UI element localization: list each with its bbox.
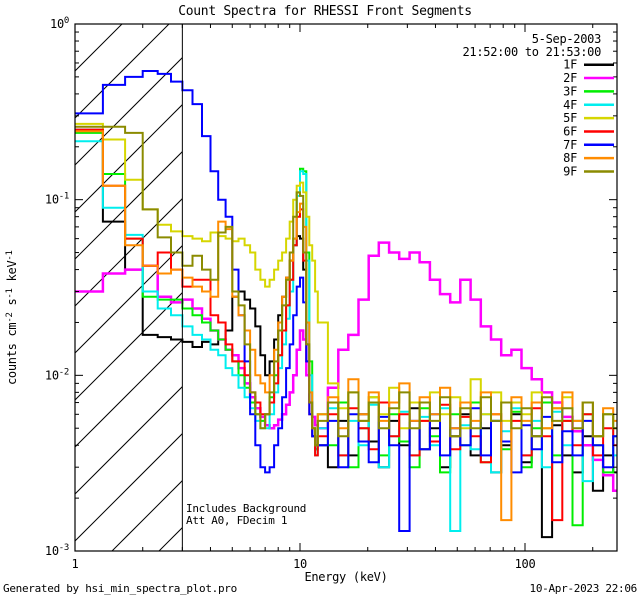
legend-label-5F: 5F bbox=[563, 111, 577, 125]
x-tick-label: 1 bbox=[72, 557, 79, 571]
y-axis-label-text: counts cm-2 s-1 keV-1 bbox=[5, 250, 19, 385]
plot-frame-and-ticks: 1 10 100 100 10-1 10-2 10-3 bbox=[45, 16, 618, 571]
hatch-line bbox=[158, 527, 183, 551]
observation-date: 5-Sep-2003 bbox=[532, 32, 601, 46]
y-tick-label: 10-1 bbox=[45, 192, 69, 207]
legend-label-7F: 7F bbox=[563, 138, 577, 152]
series-curve-8F bbox=[75, 130, 617, 522]
hatch-line bbox=[75, 386, 183, 495]
legend-label-2F: 2F bbox=[563, 71, 577, 85]
series-curve-9F bbox=[75, 125, 617, 447]
hatch-line bbox=[75, 433, 183, 542]
series-curve-4F bbox=[75, 140, 617, 532]
plot-frame bbox=[74, 23, 618, 552]
low-energy-hatch-region bbox=[75, 24, 183, 551]
series-curve-6F bbox=[75, 128, 617, 522]
series-curve-1F bbox=[75, 128, 617, 539]
legend-label-6F: 6F bbox=[563, 124, 577, 138]
hatch-line bbox=[75, 245, 183, 354]
series-curve-5F bbox=[75, 122, 617, 438]
hatch-line bbox=[75, 24, 123, 72]
legend-label-4F: 4F bbox=[563, 98, 577, 112]
legend-label-1F: 1F bbox=[563, 58, 577, 72]
legend-label-3F: 3F bbox=[563, 84, 577, 98]
generator-credit: Generated by hsi_min_spectra_plot.pro bbox=[3, 582, 237, 595]
hatch-line bbox=[75, 24, 76, 25]
chart-title: Count Spectra for RHESSI Front Segments bbox=[178, 4, 472, 19]
spectra-series-curves bbox=[75, 70, 617, 539]
legend-label-9F: 9F bbox=[563, 165, 577, 179]
x-axis-label: Energy (keV) bbox=[304, 570, 387, 584]
hatch-line bbox=[75, 339, 183, 448]
y-axis-label: counts cm-2 s-1 keV-1 bbox=[5, 250, 19, 385]
hatch-line bbox=[75, 292, 183, 401]
legend-label-8F: 8F bbox=[563, 151, 577, 165]
x-tick-label: 100 bbox=[515, 557, 536, 571]
hatch-line bbox=[111, 480, 183, 551]
render-timestamp: 10-Apr-2023 22:06 bbox=[530, 582, 637, 595]
y-tick-label: 10-3 bbox=[45, 543, 69, 558]
series-curve-7F bbox=[75, 70, 617, 532]
series-curve-2F bbox=[75, 241, 617, 493]
attenuator-note: Att A0, FDecim 1 bbox=[186, 514, 287, 527]
hatch-line bbox=[75, 24, 170, 119]
hatch-line bbox=[75, 104, 183, 213]
hatch-line bbox=[75, 57, 183, 166]
hatch-line bbox=[75, 198, 183, 307]
x-tick-label: 10 bbox=[293, 557, 307, 571]
background-note: Includes Background bbox=[186, 502, 306, 515]
y-tick-label: 10-2 bbox=[45, 367, 69, 382]
hatch-line bbox=[75, 151, 183, 260]
observation-time-range: 21:52:00 to 21:53:00 bbox=[463, 45, 602, 59]
y-tick-label: 100 bbox=[50, 16, 69, 31]
